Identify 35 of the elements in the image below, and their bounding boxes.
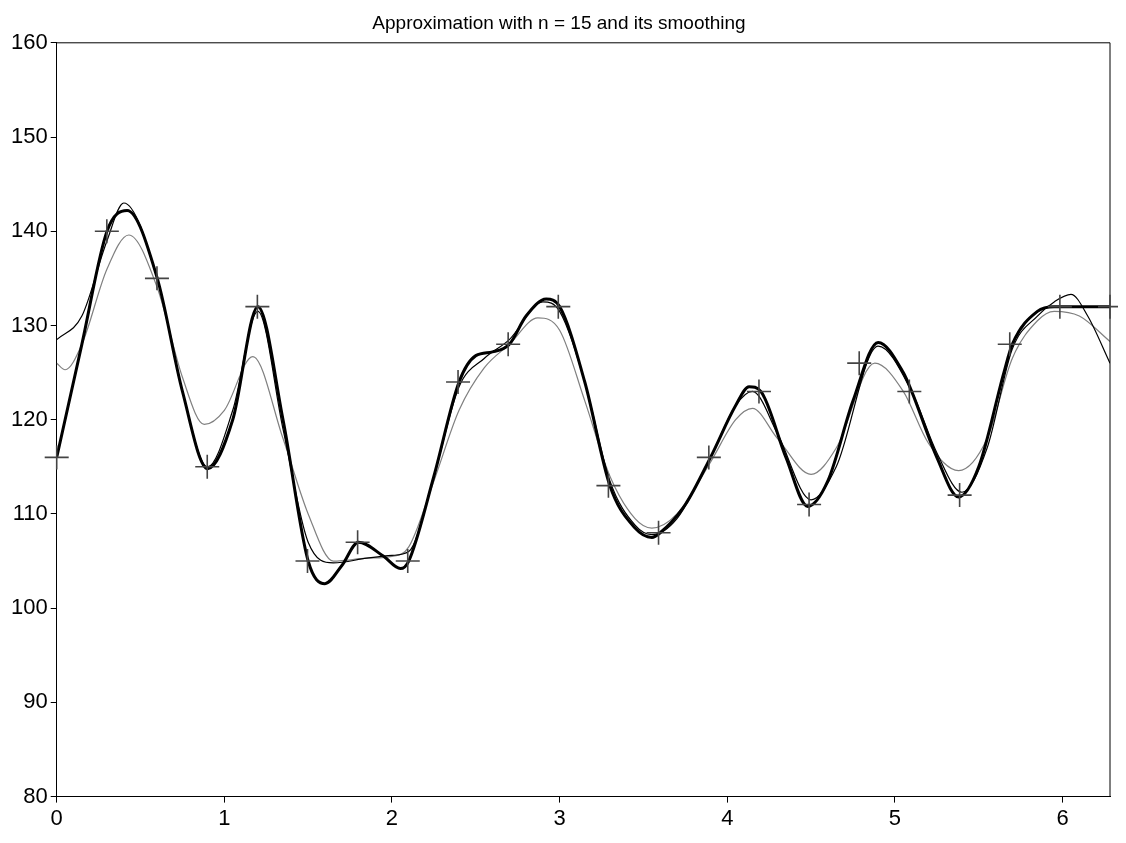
point — [696, 445, 721, 470]
x-tick-label: 6 — [1056, 804, 1069, 830]
y-tick-label: 110 — [12, 499, 48, 525]
y-tick-label: 120 — [10, 405, 48, 431]
point — [1047, 294, 1072, 319]
point — [646, 520, 671, 545]
point — [195, 454, 220, 479]
point — [496, 332, 521, 357]
y-tick-label: 90 — [23, 688, 48, 714]
point — [546, 294, 571, 319]
y-tick-label: 80 — [23, 782, 48, 808]
point — [295, 549, 320, 574]
x-tick-label: 2 — [385, 804, 399, 830]
x-tick-label: 4 — [721, 804, 734, 830]
point — [797, 492, 822, 517]
x-tick-label: 1 — [218, 804, 231, 830]
point — [446, 370, 471, 395]
point — [94, 219, 119, 244]
point — [746, 379, 771, 404]
point — [395, 549, 420, 574]
y-tick-label: 100 — [10, 594, 48, 620]
point — [947, 483, 972, 508]
x-tick-label: 3 — [553, 804, 566, 830]
point — [144, 266, 169, 291]
y-tick-label: 150 — [10, 123, 48, 149]
chart-title: Approximation with n = 15 and its smoothing — [372, 11, 746, 33]
point — [847, 351, 872, 376]
y-tick-label: 160 — [10, 28, 48, 54]
x-tick-label: 5 — [888, 804, 902, 830]
point — [997, 332, 1022, 357]
y-tick-label: 130 — [10, 311, 48, 337]
point — [44, 445, 69, 470]
point — [345, 530, 370, 555]
y-tick-label: 140 — [10, 217, 48, 243]
x-tick-label: 0 — [50, 804, 63, 830]
